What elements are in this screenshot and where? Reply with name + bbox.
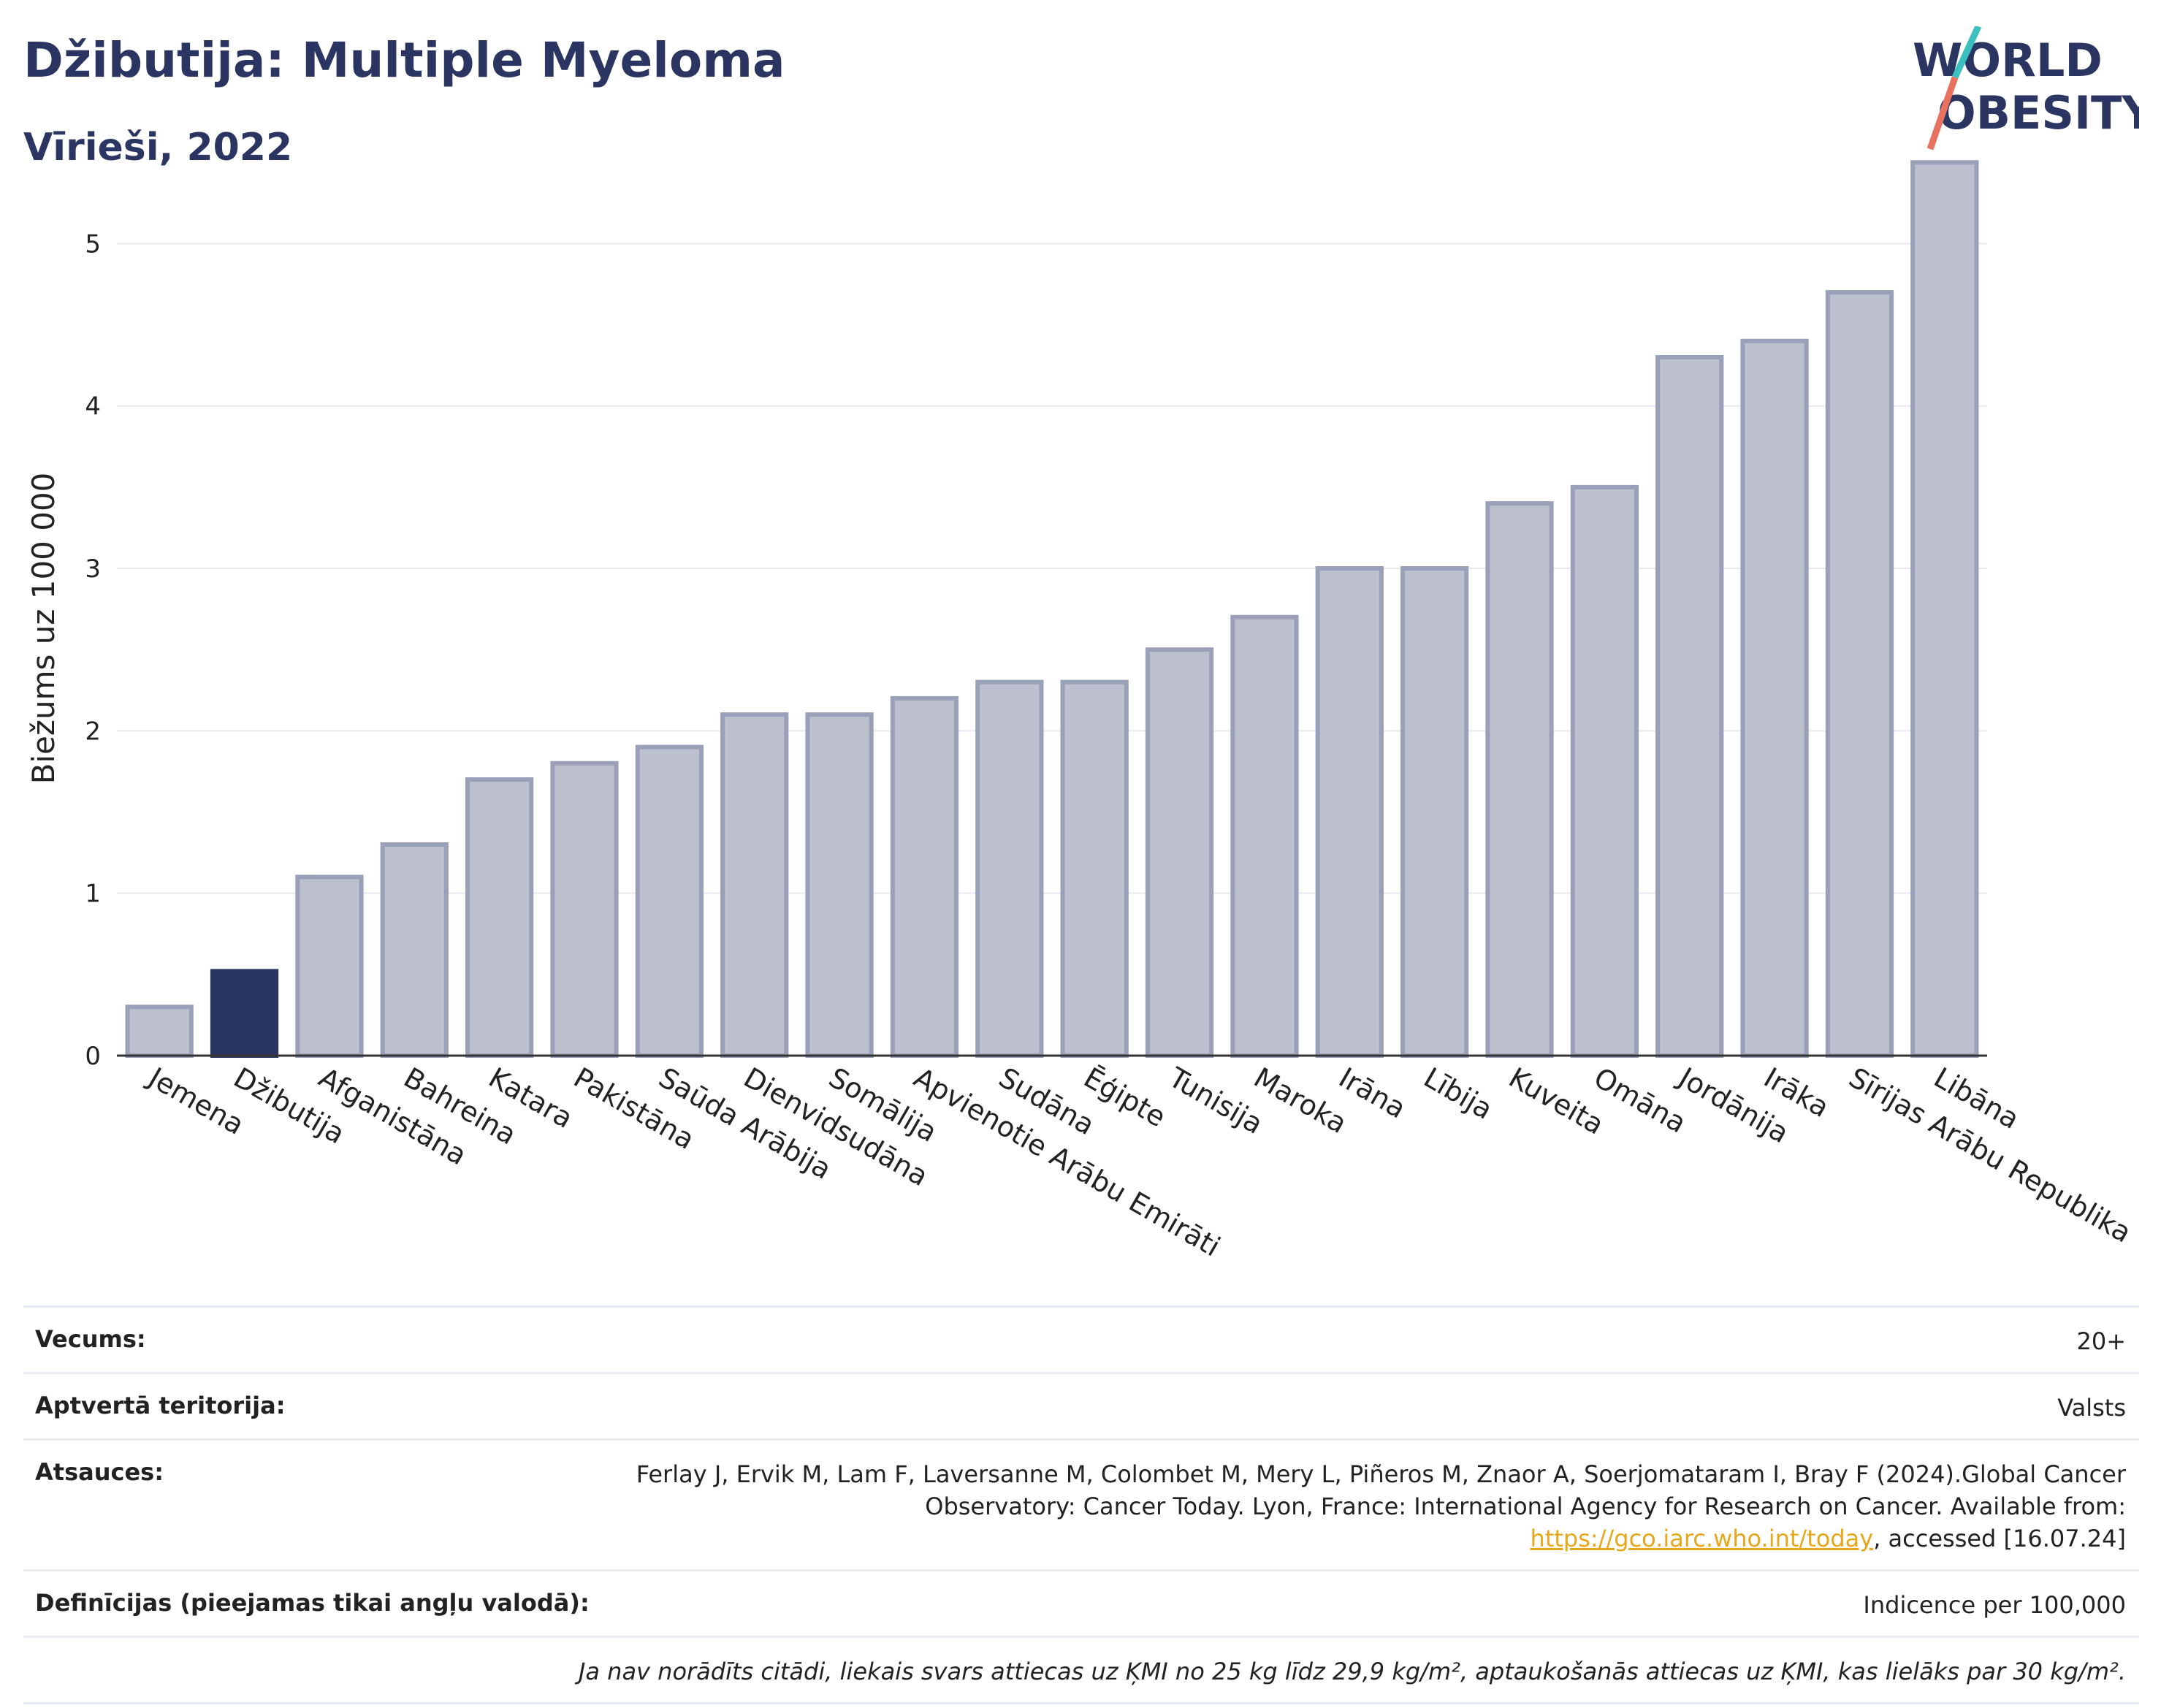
- y-axis-label: Biežums uz 100 000: [26, 473, 61, 785]
- y-tick-label: 4: [85, 392, 101, 422]
- y-tick-label: 2: [85, 717, 101, 746]
- x-tick-label: Jemena: [142, 1061, 249, 1141]
- bars: [125, 160, 1979, 1059]
- bar-11: [975, 679, 1044, 1058]
- logo-slash-coral: [1926, 76, 1959, 150]
- info-row-references: Atsauces: Ferlay J, Ervik M, Lam F, Lave…: [23, 1438, 2139, 1569]
- logo-slash-teal: [1951, 26, 1982, 79]
- bar-9: [805, 712, 874, 1058]
- info-row-age: Vecums: 20+: [23, 1305, 2139, 1372]
- references-text: Ferlay J, Ervik M, Lam F, Laversanne M, …: [636, 1460, 2126, 1520]
- bar-16: [1400, 566, 1469, 1058]
- y-tick-label: 0: [85, 1042, 101, 1071]
- x-tick-label: Tunisija: [1163, 1061, 1268, 1140]
- age-label: Vecums:: [35, 1325, 146, 1353]
- y-tick-label: 1: [85, 880, 101, 909]
- info-row-note: Ja nav norādīts citādi, liekais svars at…: [23, 1636, 2139, 1704]
- info-row-definitions: Definīcijas (pieejamas tikai angļu valod…: [23, 1569, 2139, 1636]
- bar-10: [890, 695, 959, 1059]
- logo-text-top: WORLD: [1913, 34, 2103, 87]
- bar-7: [635, 744, 704, 1058]
- bar-2: [210, 969, 279, 1058]
- references-link[interactable]: https://gco.iarc.who.int/today: [1530, 1525, 1874, 1552]
- definitions-value: Indicence per 100,000: [1863, 1591, 2126, 1619]
- page-subtitle: Vīrieši, 2022: [23, 126, 293, 169]
- bar-13: [1145, 647, 1214, 1058]
- bar-14: [1230, 614, 1299, 1058]
- info-row-coverage: Aptvertā teritorija: Valsts: [23, 1372, 2139, 1438]
- x-tick-label: Kuveita: [1503, 1061, 1609, 1141]
- bar-8: [720, 712, 789, 1058]
- bar-1: [125, 1004, 194, 1059]
- x-tick-label: Maroka: [1249, 1061, 1352, 1140]
- references-tail: , accessed [16.07.24]: [1873, 1525, 2126, 1552]
- references-value: Ferlay J, Ervik M, Lam F, Laversanne M, …: [592, 1458, 2126, 1555]
- bar-chart: 0 1 2 3 4 5 JemenaDžibutijaAfganistānaBahrein…: [26, 160, 2137, 1263]
- age-value: 20+: [2076, 1327, 2126, 1355]
- definitions-label: Definīcijas (pieejamas tikai angļu valod…: [35, 1589, 590, 1617]
- y-tick-label: 5: [85, 229, 101, 259]
- bar-22: [1910, 160, 1979, 1058]
- bar-4: [380, 842, 449, 1059]
- bar-6: [550, 760, 619, 1058]
- x-tick-label: Omāna: [1588, 1061, 1691, 1140]
- bar-21: [1825, 290, 1894, 1059]
- bar-19: [1655, 355, 1724, 1058]
- bar-20: [1740, 338, 1809, 1058]
- bar-17: [1485, 501, 1554, 1058]
- bar-12: [1060, 679, 1129, 1058]
- info-table: Vecums: 20+ Aptvertā teritorija: Valsts …: [23, 1305, 2139, 1704]
- y-tick-label: 3: [85, 554, 101, 584]
- bar-5: [465, 777, 534, 1059]
- x-tick-labels: JemenaDžibutijaAfganistānaBahreinaKatara…: [142, 1061, 2136, 1263]
- coverage-value: Valsts: [2057, 1394, 2126, 1422]
- references-label: Atsauces:: [35, 1458, 164, 1486]
- logo-text-bottom: OBESITY: [1937, 86, 2139, 140]
- bar-3: [295, 874, 364, 1058]
- x-tick-label: Lībija: [1419, 1061, 1498, 1126]
- bar-15: [1315, 566, 1384, 1058]
- page-title: Džibutija: Multiple Myeloma: [23, 32, 785, 88]
- bar-18: [1570, 484, 1639, 1058]
- footnote: Ja nav norādīts citādi, liekais svars at…: [578, 1658, 2126, 1685]
- world-obesity-logo: WORLD OBESITY: [1913, 26, 2139, 150]
- y-tick-labels: 0 1 2 3 4 5: [85, 229, 101, 1071]
- coverage-label: Aptvertā teritorija:: [35, 1392, 286, 1419]
